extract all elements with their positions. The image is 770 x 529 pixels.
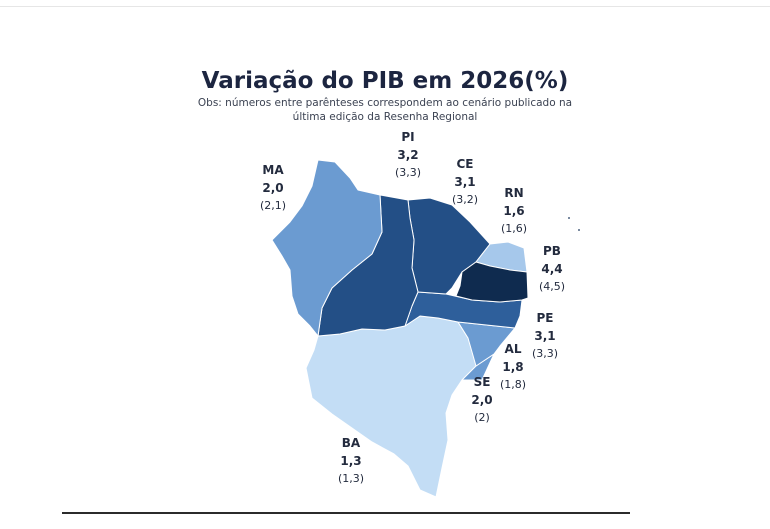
- label-pe-prev: (3,3): [531, 347, 559, 360]
- region-ma: [271, 159, 383, 337]
- label-pi-value: 3,2: [397, 148, 419, 162]
- label-ce-value: 3,1: [454, 175, 476, 189]
- map-title: Variação do PIB em 2026(%): [201, 68, 569, 94]
- label-pb-value: 4,4: [541, 262, 563, 276]
- label-al-prev: (1,8): [499, 378, 527, 391]
- label-ma: MA 2,0 (2,1): [252, 161, 294, 215]
- top-divider: [0, 6, 770, 7]
- label-rn-value: 1,6: [503, 204, 525, 218]
- label-al-value: 1,8: [502, 360, 524, 374]
- label-ba-prev: (1,3): [337, 472, 365, 485]
- label-se-prev: (2): [474, 411, 490, 424]
- label-se-value: 2,0: [471, 393, 493, 407]
- label-pb-prev: (4,5): [538, 280, 566, 293]
- map-subtitle-line1: Obs: números entre parênteses correspond…: [197, 97, 573, 109]
- label-pe-value: 3,1: [534, 329, 556, 343]
- label-pi: PI 3,2 (3,3): [388, 128, 428, 182]
- label-al-code: AL: [504, 342, 522, 356]
- label-rn-prev: (1,6): [500, 222, 528, 235]
- label-al: AL 1,8 (1,8): [493, 340, 533, 394]
- map-subtitle-line2: última edição da Resenha Regional: [292, 111, 478, 123]
- label-ba: BA 1,3 (1,3): [330, 434, 372, 488]
- label-ma-value: 2,0: [262, 181, 284, 195]
- label-ba-value: 1,3: [340, 454, 362, 468]
- label-pi-prev: (3,3): [394, 166, 422, 179]
- label-ce: CE 3,1 (3,2): [445, 155, 485, 209]
- bottom-divider: [62, 512, 630, 514]
- region-pb: [455, 261, 529, 303]
- label-ma-prev: (2,1): [259, 199, 287, 212]
- label-ce-code: CE: [456, 157, 474, 171]
- label-ce-prev: (3,2): [451, 193, 479, 206]
- label-rn-code: RN: [504, 186, 524, 200]
- label-pb-code: PB: [543, 244, 561, 258]
- label-ba-code: BA: [341, 436, 361, 450]
- label-se-code: SE: [473, 375, 491, 389]
- label-rn: RN 1,6 (1,6): [494, 184, 534, 238]
- label-ma-code: MA: [262, 163, 284, 177]
- label-pb: PB 4,4 (4,5): [532, 242, 572, 296]
- label-pe-code: PE: [536, 311, 554, 325]
- label-pe: PE 3,1 (3,3): [524, 309, 566, 363]
- label-se: SE 2,0 (2): [462, 373, 502, 427]
- label-pi-code: PI: [401, 130, 415, 144]
